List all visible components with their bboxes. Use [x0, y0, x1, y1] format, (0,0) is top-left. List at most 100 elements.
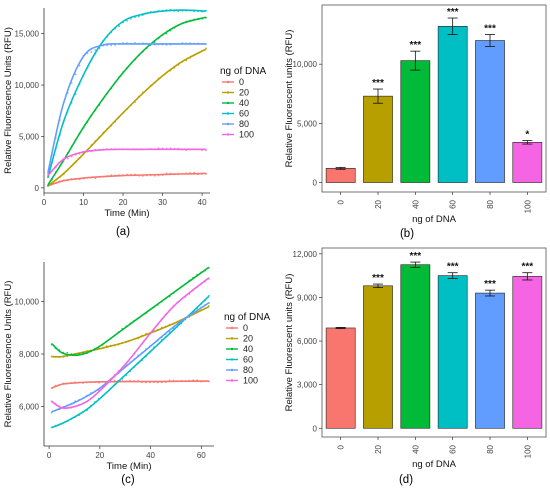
series-line: [51, 266, 210, 357]
legend-swatch-dot: [230, 347, 234, 351]
data-point: [66, 351, 69, 354]
series-line: [51, 305, 210, 358]
x-tick-label: 20: [95, 451, 104, 460]
significance-label: ***: [372, 273, 384, 284]
data-point: [66, 157, 69, 160]
series-0: [47, 171, 207, 187]
legend-label: 0: [239, 77, 244, 87]
data-point: [106, 44, 109, 47]
bar-20: [363, 95, 393, 183]
bar-40: [400, 60, 431, 183]
panel-label: (a): [116, 226, 130, 238]
series-40: [47, 16, 207, 187]
series-60: [50, 294, 210, 429]
significance-label: ***: [409, 251, 421, 262]
data-point: [62, 405, 65, 408]
significance-label: ***: [447, 262, 459, 273]
chart-a: 0 5,000 10,000 15,000 0 10 20 30 40 Time (Min) Rel…: [3, 8, 266, 238]
panel-label: (c): [121, 474, 135, 486]
legend-swatch-dot: [230, 379, 234, 382]
legend-label: 0: [243, 323, 248, 333]
x-tick-label: 0: [337, 444, 346, 449]
x-tick-label: 20: [374, 199, 383, 208]
y-axis-label: Relative Fluorescent units (RFU): [284, 30, 295, 168]
bar-0: [325, 327, 356, 429]
legend-label: 40: [239, 98, 249, 108]
significance-label: ***: [447, 7, 459, 18]
panel-label: (d): [399, 474, 413, 486]
x-tick-label: 60: [197, 451, 206, 460]
legend-swatch-dot: [226, 80, 230, 84]
legend-label: 20: [243, 334, 253, 344]
legend-swatch-dot: [226, 101, 230, 105]
legend-label: 80: [243, 365, 253, 375]
series-line: [51, 302, 210, 413]
data-point: [47, 172, 49, 175]
significance-label: ***: [484, 279, 496, 290]
significance-label: ***: [372, 78, 384, 89]
x-tick-label: 20: [374, 444, 383, 453]
legend-swatch-dot: [230, 337, 234, 340]
x-tick-label: 0: [42, 198, 47, 207]
x-tick-label: 40: [411, 444, 420, 453]
data-point: [126, 19, 128, 22]
legend-title: ng of DNA: [224, 312, 270, 323]
y-tick-label: 10,000: [15, 81, 40, 90]
legend-label: 60: [239, 109, 249, 119]
chart-b: 0 5,000 10,000 0 *** 20 *** 40 *** 60 *** 80 * 100 ng …: [284, 4, 547, 240]
significance-label: ***: [521, 262, 533, 273]
x-tick-label: 80: [486, 444, 495, 453]
panel-label: (b): [400, 228, 414, 240]
legend-swatch-dot: [230, 326, 234, 330]
x-tick-label: 100: [523, 444, 532, 458]
y-tick-label: 6,000: [19, 403, 40, 412]
data-point: [94, 49, 97, 51]
x-axis-label: Time (Min): [104, 208, 149, 219]
legend-swatch-dot: [226, 122, 230, 126]
legend-swatch-dot: [226, 112, 230, 115]
bar-80: [475, 40, 505, 183]
y-tick-label: 3,000: [297, 381, 318, 390]
x-axis-label: ng of DNA: [412, 214, 456, 225]
series-line: [51, 380, 209, 389]
y-tick-label: 5,000: [19, 132, 40, 141]
series-line: [47, 42, 207, 173]
legend-swatch-dot: [226, 91, 230, 94]
significance-label: ***: [409, 40, 421, 51]
data-point: [98, 47, 101, 50]
data-point: [90, 51, 93, 53]
series-100: [50, 277, 210, 410]
legend-label: 100: [243, 376, 258, 386]
x-tick-label: 100: [523, 199, 532, 213]
data-point: [118, 25, 120, 28]
significance-label: ***: [484, 24, 496, 35]
series-20: [47, 47, 207, 187]
x-axis-label: Time (Min): [106, 461, 151, 472]
series-40: [50, 266, 210, 357]
x-tick-label: 60: [449, 444, 458, 453]
series-0: [50, 379, 210, 390]
series-80: [47, 42, 207, 175]
series-20: [50, 304, 210, 359]
y-tick-label: 5,000: [297, 119, 318, 128]
x-tick-label: 0: [47, 451, 52, 460]
x-tick-label: 80: [486, 199, 495, 208]
legend-swatch-dot: [226, 133, 230, 136]
bar-100: [512, 141, 543, 183]
series-60: [47, 8, 207, 179]
bar-0: [325, 168, 356, 183]
legend-label: 40: [243, 344, 253, 354]
chart-d: 0 3,000 6,000 9,000 12,000 0 *** 20 *** 40 *** 60 **…: [284, 247, 547, 486]
x-tick-label: 0: [337, 199, 346, 204]
legend-swatch-dot: [230, 358, 234, 361]
y-tick-label: 12,000: [293, 250, 318, 259]
data-point: [47, 184, 49, 187]
y-axis-label: Relative Fluorescence Units (RFU): [3, 281, 14, 428]
y-tick-label: 0: [35, 184, 40, 193]
y-tick-label: 6,000: [297, 337, 318, 346]
bar-100: [512, 276, 543, 429]
bar-40: [400, 264, 431, 429]
